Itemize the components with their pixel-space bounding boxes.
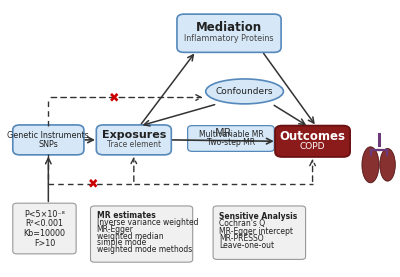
FancyBboxPatch shape: [13, 203, 76, 254]
Text: Inverse variance weighted: Inverse variance weighted: [97, 218, 198, 227]
Text: Multivariable MR: Multivariable MR: [198, 130, 263, 139]
Text: ✖: ✖: [109, 91, 120, 104]
Text: Two-step MR: Two-step MR: [207, 138, 255, 147]
Ellipse shape: [362, 147, 379, 183]
Text: ✖: ✖: [88, 178, 98, 191]
Text: P<5×10⁻⁸: P<5×10⁻⁸: [24, 210, 65, 219]
FancyBboxPatch shape: [275, 126, 350, 157]
Text: weighted mode methods: weighted mode methods: [97, 245, 192, 254]
Text: SNPs: SNPs: [38, 140, 58, 149]
Text: simple mode: simple mode: [97, 238, 146, 247]
FancyBboxPatch shape: [90, 206, 193, 262]
Text: R²<0.001: R²<0.001: [26, 219, 64, 228]
Text: F>10: F>10: [34, 239, 55, 248]
FancyBboxPatch shape: [13, 125, 84, 155]
FancyBboxPatch shape: [177, 14, 281, 52]
Text: Outcomes: Outcomes: [280, 130, 346, 143]
FancyBboxPatch shape: [188, 126, 274, 151]
FancyBboxPatch shape: [213, 206, 306, 259]
Text: MR-Egger intercept: MR-Egger intercept: [219, 227, 293, 235]
Text: MR-PRESSO: MR-PRESSO: [219, 234, 264, 243]
Text: weighted median: weighted median: [97, 232, 163, 240]
Ellipse shape: [380, 148, 395, 181]
Text: Trace element: Trace element: [107, 140, 161, 149]
Text: Confounders: Confounders: [216, 87, 273, 96]
Text: MR: MR: [214, 128, 232, 138]
Text: MR estimates: MR estimates: [97, 211, 156, 220]
Text: Exposures: Exposures: [102, 130, 166, 140]
Text: MR-Egger: MR-Egger: [97, 225, 134, 234]
Text: Mediation: Mediation: [196, 21, 262, 34]
Text: Sensitive Analysis: Sensitive Analysis: [219, 212, 298, 221]
Text: Kb=10000: Kb=10000: [24, 229, 66, 238]
FancyBboxPatch shape: [96, 125, 171, 155]
Text: Genetic Instruments: Genetic Instruments: [8, 131, 89, 140]
Ellipse shape: [206, 79, 284, 104]
Text: Cochran's Q: Cochran's Q: [219, 219, 266, 228]
Text: Inflammatory Proteins: Inflammatory Proteins: [184, 34, 274, 43]
Text: COPD: COPD: [300, 142, 325, 151]
Text: Leave-one-out: Leave-one-out: [219, 241, 274, 250]
